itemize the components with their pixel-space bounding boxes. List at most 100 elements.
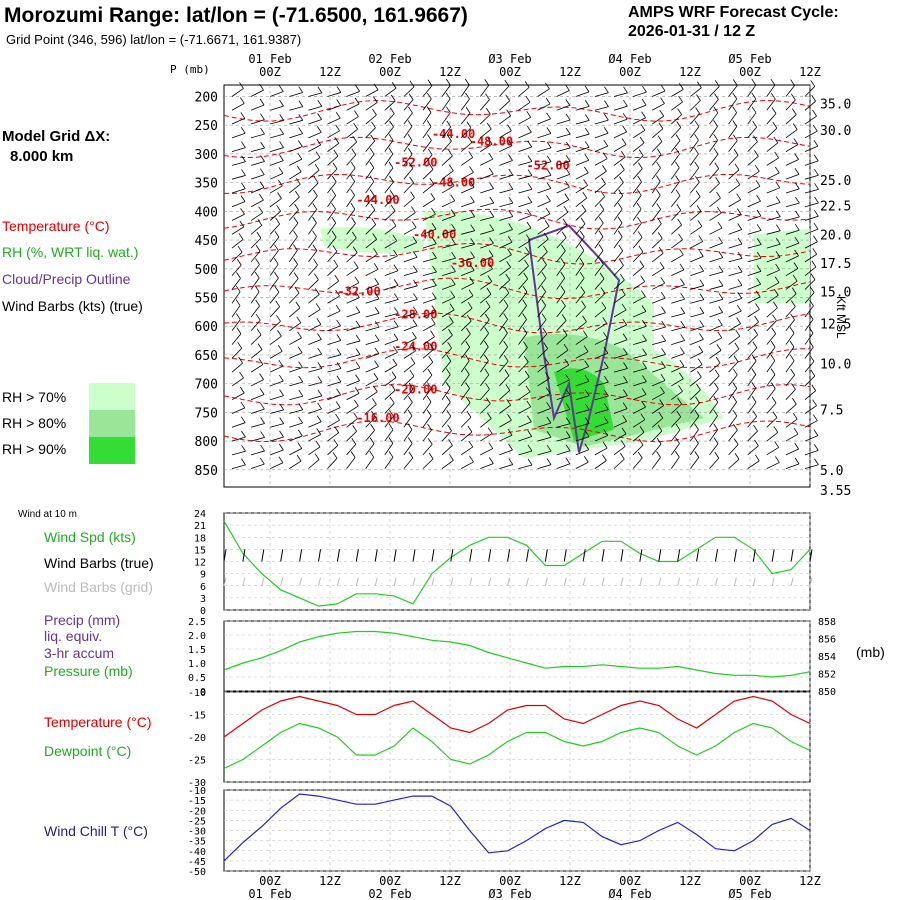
wind-barb [790, 300, 796, 307]
wind-barb [709, 401, 719, 414]
wind-barb [766, 374, 776, 387]
wind-barb [651, 141, 663, 152]
wind-barb [460, 360, 470, 373]
wind-barb [289, 106, 303, 111]
wind-barb [466, 327, 471, 335]
wind-barb [240, 401, 246, 409]
wind-barb [709, 443, 719, 456]
wind-barb [632, 155, 644, 166]
wind-barb [690, 285, 704, 290]
wind-barb [508, 458, 514, 465]
windchill-tick-label: -30 [188, 827, 206, 838]
wind-barb-10m [318, 549, 322, 562]
wind-barb [785, 293, 797, 304]
wind-barb [785, 159, 799, 166]
wind-barb [369, 147, 375, 155]
wind-barb [728, 257, 743, 263]
wind-barb [388, 423, 394, 430]
wind-barb [671, 340, 685, 345]
wind-barb [583, 179, 588, 186]
wind-barb [365, 404, 377, 414]
wind-barb [288, 278, 299, 290]
wind-barb [508, 196, 514, 204]
wind-barb [298, 114, 304, 121]
wind-barb [403, 312, 418, 318]
wind-barb [690, 443, 699, 456]
wind-barb [747, 84, 757, 97]
wind-barb [466, 314, 472, 322]
wind-barb-10m [280, 549, 284, 562]
wind-barb [327, 251, 338, 263]
wind-barb [355, 374, 360, 381]
time-top-label: 00Z [619, 65, 641, 79]
wind-barb [352, 246, 358, 253]
p-axis-label: P (mb) [170, 63, 210, 76]
wind-barb [642, 362, 647, 369]
wind-barb [250, 463, 265, 470]
wind-barb [508, 183, 514, 190]
wind-barb [766, 157, 779, 166]
wind-barb-grid [809, 577, 813, 586]
wind-barb [231, 147, 246, 153]
wind-barb [365, 456, 375, 469]
wind-barb [259, 98, 265, 106]
wind-barb [565, 84, 570, 91]
wind-barb [231, 264, 242, 276]
wind-barb [728, 126, 738, 139]
wind-barb [270, 462, 284, 469]
wind-barb [294, 203, 299, 211]
wind-barb [751, 106, 757, 114]
wind-barb [594, 183, 606, 194]
wind-barb [737, 265, 743, 273]
wind-barb [467, 425, 473, 433]
wind-barb [408, 451, 414, 459]
wind-barb [451, 238, 456, 245]
wind-barb [479, 346, 489, 359]
wind-barb [556, 450, 571, 456]
wind10m-tick-label: 15 [194, 545, 206, 556]
wind-barb [335, 413, 340, 421]
wind-barb [403, 443, 413, 456]
wind-barb [373, 263, 379, 270]
wind-barb-grid [450, 577, 454, 586]
wind-barb [427, 423, 432, 431]
wind-barb [556, 224, 568, 235]
wind-barb [316, 415, 322, 422]
wind-barb [623, 348, 628, 355]
wind-barb [288, 250, 298, 263]
wind-barb [470, 210, 475, 217]
wind-barb [327, 195, 337, 207]
wind-barb [728, 214, 742, 221]
wind-barb [384, 210, 396, 221]
wind-barb [594, 422, 609, 428]
wind-barb [584, 417, 590, 424]
wind-barb [537, 200, 551, 208]
wind-barb [671, 378, 684, 387]
wind-barb [661, 361, 666, 368]
wind-barb [709, 285, 724, 290]
wind-barb [594, 308, 607, 318]
wind-barb [489, 196, 495, 204]
wind-barb [785, 403, 797, 414]
wind-barb-grid [544, 577, 548, 586]
wind-barb [487, 275, 493, 282]
wind-barb [766, 320, 777, 332]
wind-barb [289, 196, 300, 208]
wind-barb-10m [544, 549, 548, 562]
wind-barb [480, 293, 492, 304]
wind-barb [460, 374, 470, 387]
wind-barb [270, 380, 284, 387]
wind-barb [747, 185, 761, 194]
height-tick-label: 10.0 [820, 358, 851, 373]
wind-barb [584, 153, 590, 161]
wind-barb [278, 374, 284, 382]
wind-barb [747, 374, 757, 387]
wind-barb [639, 260, 645, 267]
wind-barb [499, 464, 513, 470]
wind-barb [811, 94, 817, 102]
wind-barb [410, 357, 416, 364]
wind-barb [522, 313, 527, 320]
wind-barb [602, 317, 608, 324]
temperature-contour-label: -28.00 [394, 308, 437, 322]
wind-barb [293, 216, 299, 224]
